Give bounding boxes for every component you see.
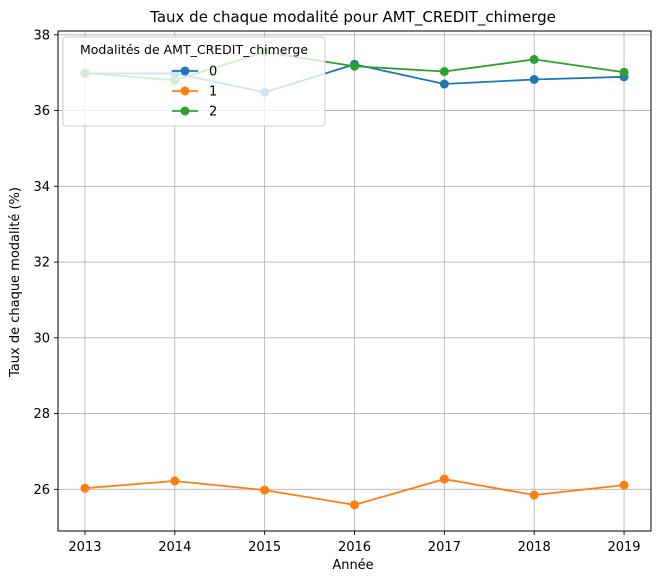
legend-box bbox=[62, 36, 326, 127]
legend-label-2: 2 bbox=[209, 105, 217, 120]
y-axis-label: Taux de chaque modalité (%) bbox=[8, 187, 23, 378]
x-tick-label: 2016 bbox=[338, 540, 371, 555]
legend-marker-2 bbox=[180, 106, 190, 116]
data-point-0 bbox=[529, 74, 539, 84]
data-point-1 bbox=[80, 483, 90, 493]
x-tick-label: 2017 bbox=[428, 540, 461, 555]
data-point-2 bbox=[350, 61, 359, 71]
data-point-0 bbox=[439, 79, 449, 89]
y-tick-label: 36 bbox=[33, 104, 50, 119]
y-tick-label: 26 bbox=[33, 483, 50, 498]
legend-label-1: 1 bbox=[209, 85, 217, 100]
data-point-1 bbox=[619, 480, 629, 490]
y-tick-label: 32 bbox=[33, 256, 50, 271]
axes: 2013 2014 2015 2016 2017 2018 2019 26 28 30 32 34 36… bbox=[33, 28, 652, 555]
grid bbox=[58, 31, 651, 531]
data-point-1 bbox=[350, 500, 359, 510]
data-point-2 bbox=[439, 67, 449, 77]
y-tick-label: 28 bbox=[33, 407, 50, 422]
y-tick-label: 34 bbox=[33, 180, 50, 195]
chart-title: Taux de chaque modalité pour AMT_CREDIT_… bbox=[149, 8, 556, 27]
data-point-2 bbox=[529, 54, 539, 64]
x-tick-label: 2014 bbox=[158, 540, 191, 555]
x-tick-label: 2018 bbox=[518, 540, 551, 555]
data-point-1 bbox=[439, 474, 449, 484]
data-point-1 bbox=[260, 485, 270, 495]
legend-marker-1 bbox=[180, 86, 190, 96]
data-point-1 bbox=[170, 476, 180, 486]
x-tick-label: 2015 bbox=[248, 540, 281, 555]
legend-label-0: 0 bbox=[209, 65, 217, 80]
data-point-2 bbox=[619, 67, 629, 77]
x-axis-label: Année bbox=[332, 558, 373, 573]
x-tick-label: 2019 bbox=[607, 540, 640, 555]
data-point-1 bbox=[529, 490, 539, 500]
legend-title: Modalités de AMT_CREDIT_chimerge bbox=[80, 42, 308, 57]
legend: Modalités de AMT_CREDIT_chimerge 0 1 2 bbox=[62, 36, 326, 127]
x-tick-label: 2013 bbox=[68, 540, 101, 555]
legend-marker-0 bbox=[180, 66, 190, 76]
y-tick-label: 38 bbox=[33, 28, 50, 43]
y-tick-label: 30 bbox=[33, 331, 50, 346]
